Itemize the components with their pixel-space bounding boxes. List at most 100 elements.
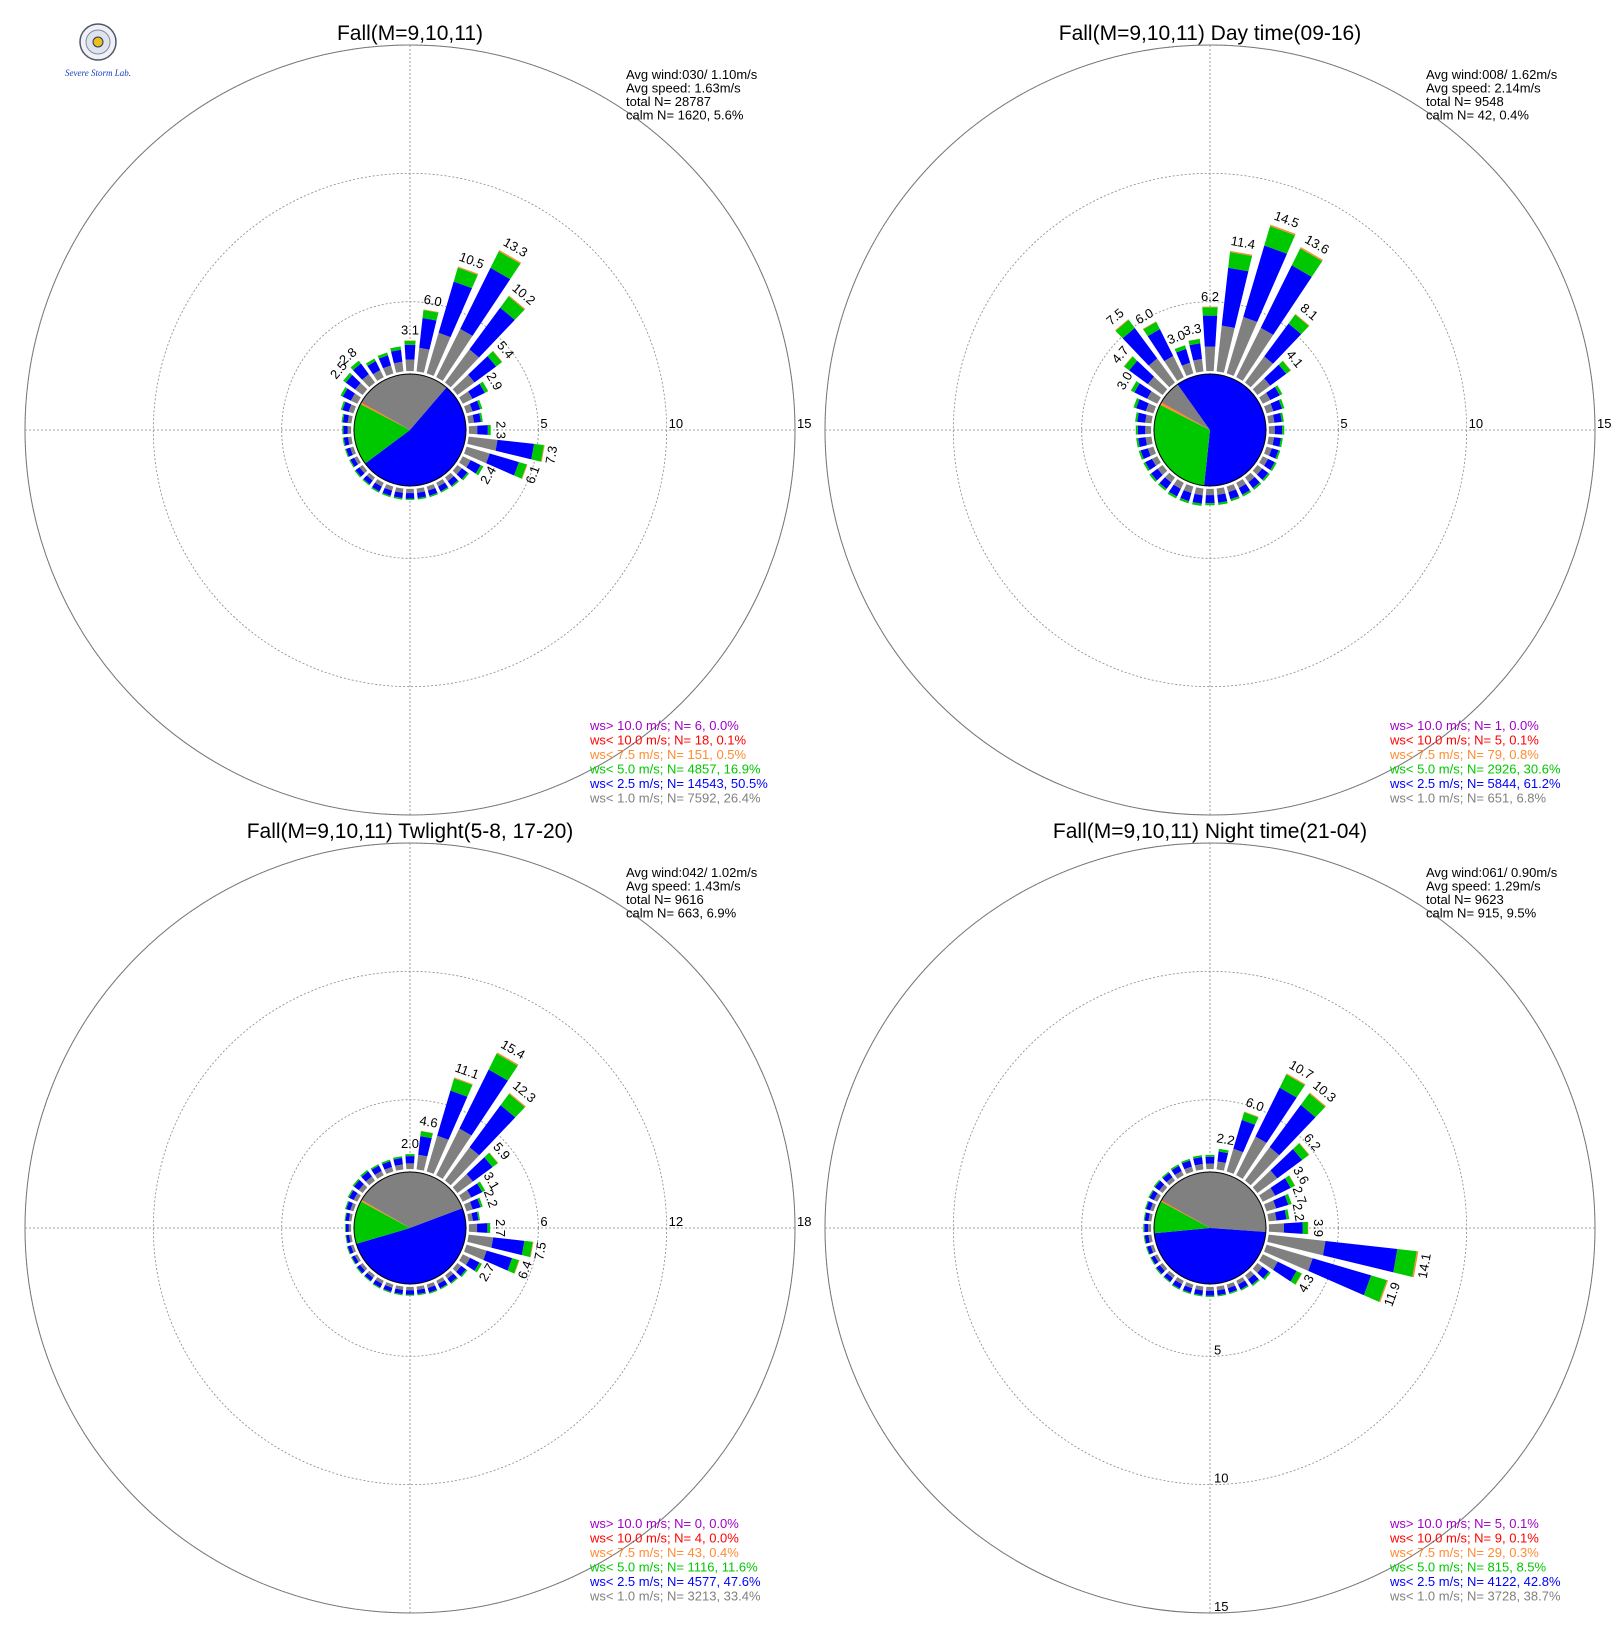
- bar-segment-green: [1170, 1164, 1180, 1171]
- stats-line: Avg wind:008/ 1.62m/s: [1426, 67, 1558, 82]
- windrose-panel-2: 5 10 156.211.414.513.68.14.13.04.77.5 6.03.…: [824, 22, 1611, 816]
- bar-segment-gray: [1195, 1285, 1204, 1291]
- bar-segment-green: [453, 267, 478, 289]
- bar-segment-gray: [353, 1193, 361, 1202]
- bar-segment-blue: [1273, 412, 1282, 423]
- bar-segment-blue: [417, 491, 427, 499]
- legend-entry-blue: ws< 2.5 m/s; N= 14543, 50.5%: [589, 776, 768, 791]
- bar-segment-green: [1288, 314, 1309, 335]
- bar-value-label: 6.0: [423, 292, 443, 310]
- bar-segment-green: [475, 465, 484, 476]
- bar-segment-gray: [385, 1282, 394, 1288]
- bar-segment-blue: [467, 1183, 483, 1198]
- bar-segment-green: [356, 1267, 363, 1275]
- bar-segment-green: [1124, 356, 1138, 371]
- bar-segment-gray: [1268, 1223, 1284, 1233]
- bar-segment-blue: [404, 344, 416, 360]
- pie-slice-blue: [365, 387, 466, 486]
- stats-line: Avg wind:030/ 1.10m/s: [626, 67, 758, 82]
- bar-value-label: 7.5: [531, 1241, 549, 1261]
- bar-segment-green: [1161, 1171, 1170, 1179]
- pie-slice-orange: [360, 1200, 410, 1228]
- bar-segment-gray: [358, 1184, 368, 1193]
- bar-segment-blue: [1274, 425, 1283, 435]
- bar-segment-green: [1205, 503, 1215, 506]
- bar-segment-gray: [1150, 1203, 1156, 1212]
- windrose-panel-3: 6 12 182.04.611.115.412.35.93.12.22.77.56.…: [24, 820, 811, 1614]
- stats-line: Avg wind:061/ 0.90m/s: [1426, 865, 1558, 880]
- bar-segment-gray: [464, 1244, 487, 1261]
- bar-value-label: 6.1: [522, 464, 542, 486]
- bar-segment-green: [1188, 338, 1201, 346]
- bar-segment-blue: [346, 1201, 353, 1211]
- ring-tick-label: 5: [1214, 1342, 1221, 1357]
- bar-segment-green: [1136, 438, 1140, 448]
- bar-segment-green: [477, 1211, 481, 1221]
- bar-segment-blue: [1168, 484, 1181, 497]
- bar-segment-green: [1153, 1179, 1161, 1188]
- legend-entry-green: ws< 5.0 m/s; N= 2926, 30.6%: [1389, 762, 1561, 777]
- legend-entry-orange: ws< 7.5 m/s; N= 43, 0.4%: [589, 1545, 739, 1560]
- bar-segment-green: [507, 1258, 520, 1274]
- bar-segment-gray: [1184, 1166, 1194, 1174]
- bar-segment-gray: [1147, 446, 1156, 456]
- bar-segment-gray: [1181, 362, 1194, 376]
- bar-segment-green: [405, 498, 415, 500]
- bar-segment-blue: [1272, 437, 1281, 447]
- bar-segment-green: [1270, 462, 1277, 472]
- bar-segment-blue: [1273, 1195, 1289, 1209]
- bar-segment-blue: [1283, 1222, 1303, 1234]
- bar-segment-blue: [459, 1069, 508, 1136]
- bar-segment-gray: [1264, 446, 1272, 456]
- bar-segment-blue: [348, 1190, 358, 1200]
- bar-segment-blue: [393, 1157, 403, 1166]
- bar-segment-blue: [1146, 1245, 1154, 1255]
- bar-segment-blue: [405, 493, 415, 499]
- bar-segment-green: [404, 340, 416, 345]
- bar-segment-gray: [365, 1176, 375, 1186]
- bar-segment-gray: [1259, 392, 1271, 404]
- bar-segment-blue: [477, 1223, 488, 1233]
- bar-segment-orange: [1229, 250, 1253, 256]
- bar-segment-blue: [471, 1211, 479, 1221]
- bar-value-label: 6.0: [1244, 1094, 1266, 1114]
- bar-segment-blue: [456, 468, 468, 480]
- pie-slice-red: [1161, 402, 1210, 430]
- bar-segment-green: [342, 425, 344, 435]
- bar-segment-blue: [466, 460, 481, 474]
- bar-segment-blue: [1154, 1180, 1165, 1191]
- bar-segment-gray: [360, 1263, 368, 1271]
- pie-slice-blue: [1177, 374, 1267, 486]
- bar-segment-gray: [426, 1135, 449, 1174]
- bar-segment-blue: [345, 447, 353, 457]
- bar-segment-green: [370, 1164, 379, 1170]
- bar-segment-gray: [1193, 358, 1204, 373]
- bar-segment-blue: [347, 1245, 354, 1255]
- bar-segment-gray: [375, 479, 384, 487]
- bar-segment-green: [365, 358, 376, 366]
- bar-segment-green: [393, 1156, 403, 1160]
- bar-segment-gray: [1145, 425, 1152, 435]
- bar-segment-blue: [345, 374, 361, 390]
- bar-segment-green: [500, 296, 525, 320]
- pie-slice-blue: [1154, 1228, 1266, 1284]
- bar-segment-blue: [1238, 484, 1251, 495]
- bar-segment-gray: [1259, 456, 1269, 466]
- bar-segment-gray: [374, 1170, 384, 1179]
- bar-segment-orange: [1300, 247, 1324, 262]
- legend-entry-red: ws< 10.0 m/s; N= 5, 0.1%: [1389, 733, 1539, 748]
- bar-segment-blue: [1136, 399, 1149, 412]
- bar-segment-gray: [354, 1254, 361, 1263]
- bar-segment-green: [341, 413, 345, 423]
- pie-outline: [353, 1171, 467, 1285]
- bar-segment-blue: [1275, 1209, 1287, 1221]
- bar-segment-gray: [1216, 325, 1235, 373]
- bar-segment-green: [1278, 398, 1285, 409]
- bar-segment-blue: [1217, 493, 1228, 503]
- bar-segment-gray: [1216, 487, 1226, 495]
- stats-line: Avg speed: 1.63m/s: [626, 81, 741, 96]
- bar-segment-blue: [1156, 1265, 1165, 1275]
- bar-segment-orange: [423, 309, 439, 313]
- legend-entry-blue: ws< 2.5 m/s; N= 4577, 47.6%: [589, 1574, 761, 1589]
- bar-segment-green: [394, 1292, 403, 1296]
